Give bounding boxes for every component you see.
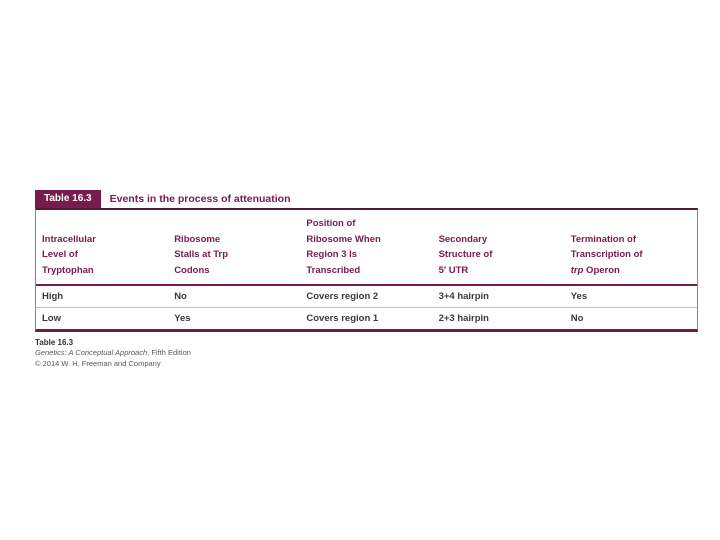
column-header-line: Level of bbox=[42, 249, 78, 260]
table-cell: No bbox=[564, 307, 697, 329]
column-header-line: trp Operon bbox=[570, 264, 620, 276]
caption-book-title: Genetics: A Conceptual Approach bbox=[35, 348, 148, 357]
table-cell: High bbox=[42, 291, 64, 302]
column-header-line: Secondary bbox=[438, 233, 488, 245]
column-header-line: Codons bbox=[174, 264, 210, 276]
column-header-intracellular-level-of-tryptophan: Intracellular Level of Tryptophan bbox=[36, 210, 169, 286]
table-cell: Covers region 2 bbox=[306, 291, 379, 302]
table-body: High No Covers region 2 3+4 hairpin Yes Low Ye… bbox=[36, 285, 697, 329]
table-number-badge: Table 16.3 bbox=[35, 190, 101, 208]
column-header-line: Intracellular bbox=[42, 233, 96, 245]
attenuation-table: Intracellular Level of Tryptophan Ribosome S… bbox=[36, 210, 697, 329]
column-header-line: Ribosome When bbox=[306, 233, 381, 245]
table-row-2: Low Yes Covers region 1 2+3 hairpin No bbox=[36, 307, 697, 329]
table-cell: Covers region 1 bbox=[300, 307, 433, 329]
header-row: Intracellular Level of Tryptophan Ribosome S… bbox=[36, 210, 697, 286]
column-header-line: Region 3 Is bbox=[306, 249, 358, 260]
column-header-line: Transcribed bbox=[306, 264, 361, 276]
table-title: Events in the process of attenuation bbox=[109, 193, 291, 205]
table-cell: 3+4 hairpin bbox=[438, 291, 489, 302]
table-cell: Yes bbox=[570, 291, 588, 302]
column-header-line: Stalls at Trp bbox=[174, 249, 229, 260]
column-header-secondary-structure-of-5-utr: Secondary Structure of 5′ UTR bbox=[432, 210, 565, 286]
caption-copyright: © 2014 W. H. Freeman and Company bbox=[35, 358, 161, 368]
column-header-line: Structure of bbox=[438, 249, 493, 260]
table-cell: Yes bbox=[168, 307, 301, 329]
column-header-line: 5′ UTR bbox=[438, 264, 469, 276]
table-cell: 2+3 hairpin bbox=[432, 307, 565, 329]
caption-source: Genetics: A Conceptual Approach, Fifth E… bbox=[35, 348, 698, 359]
table-cell: No bbox=[174, 291, 187, 302]
table-cell: Low bbox=[36, 307, 169, 329]
column-header-line: Transcription of bbox=[570, 249, 643, 260]
table-row-1: High No Covers region 2 3+4 hairpin Yes bbox=[36, 285, 697, 308]
column-header-line: Tryptophan bbox=[42, 264, 94, 276]
table-box: Intracellular Level of Tryptophan Ribosome S… bbox=[35, 208, 698, 332]
column-header-position-of-ribosome-when-region-3-is-transcribed: Position of Ribosome When Region 3 Is Trans… bbox=[300, 210, 433, 286]
column-header-ribosome-stalls-at-trp-codons: Ribosome Stalls at Trp Codons bbox=[168, 210, 301, 286]
column-header-line: Position of bbox=[306, 218, 356, 229]
caption-edition: , Fifth Edition bbox=[147, 348, 191, 357]
table-header-bar: Table 16.3 Events in the process of atte… bbox=[35, 190, 698, 208]
column-header-line: Termination of bbox=[570, 233, 637, 245]
column-header-line: Ribosome bbox=[174, 233, 221, 245]
caption-table-number: Table 16.3 bbox=[35, 338, 74, 347]
figure-caption: Table 16.3 Genetics: A Conceptual Approa… bbox=[35, 337, 698, 369]
attenuation-table-figure: Table 16.3 Events in the process of atte… bbox=[35, 190, 698, 369]
column-header-termination-of-transcription-of-trp-operon: Termination of Transcription of trp Operon bbox=[564, 210, 697, 286]
table-head: Intracellular Level of Tryptophan Ribosome S… bbox=[36, 210, 697, 286]
